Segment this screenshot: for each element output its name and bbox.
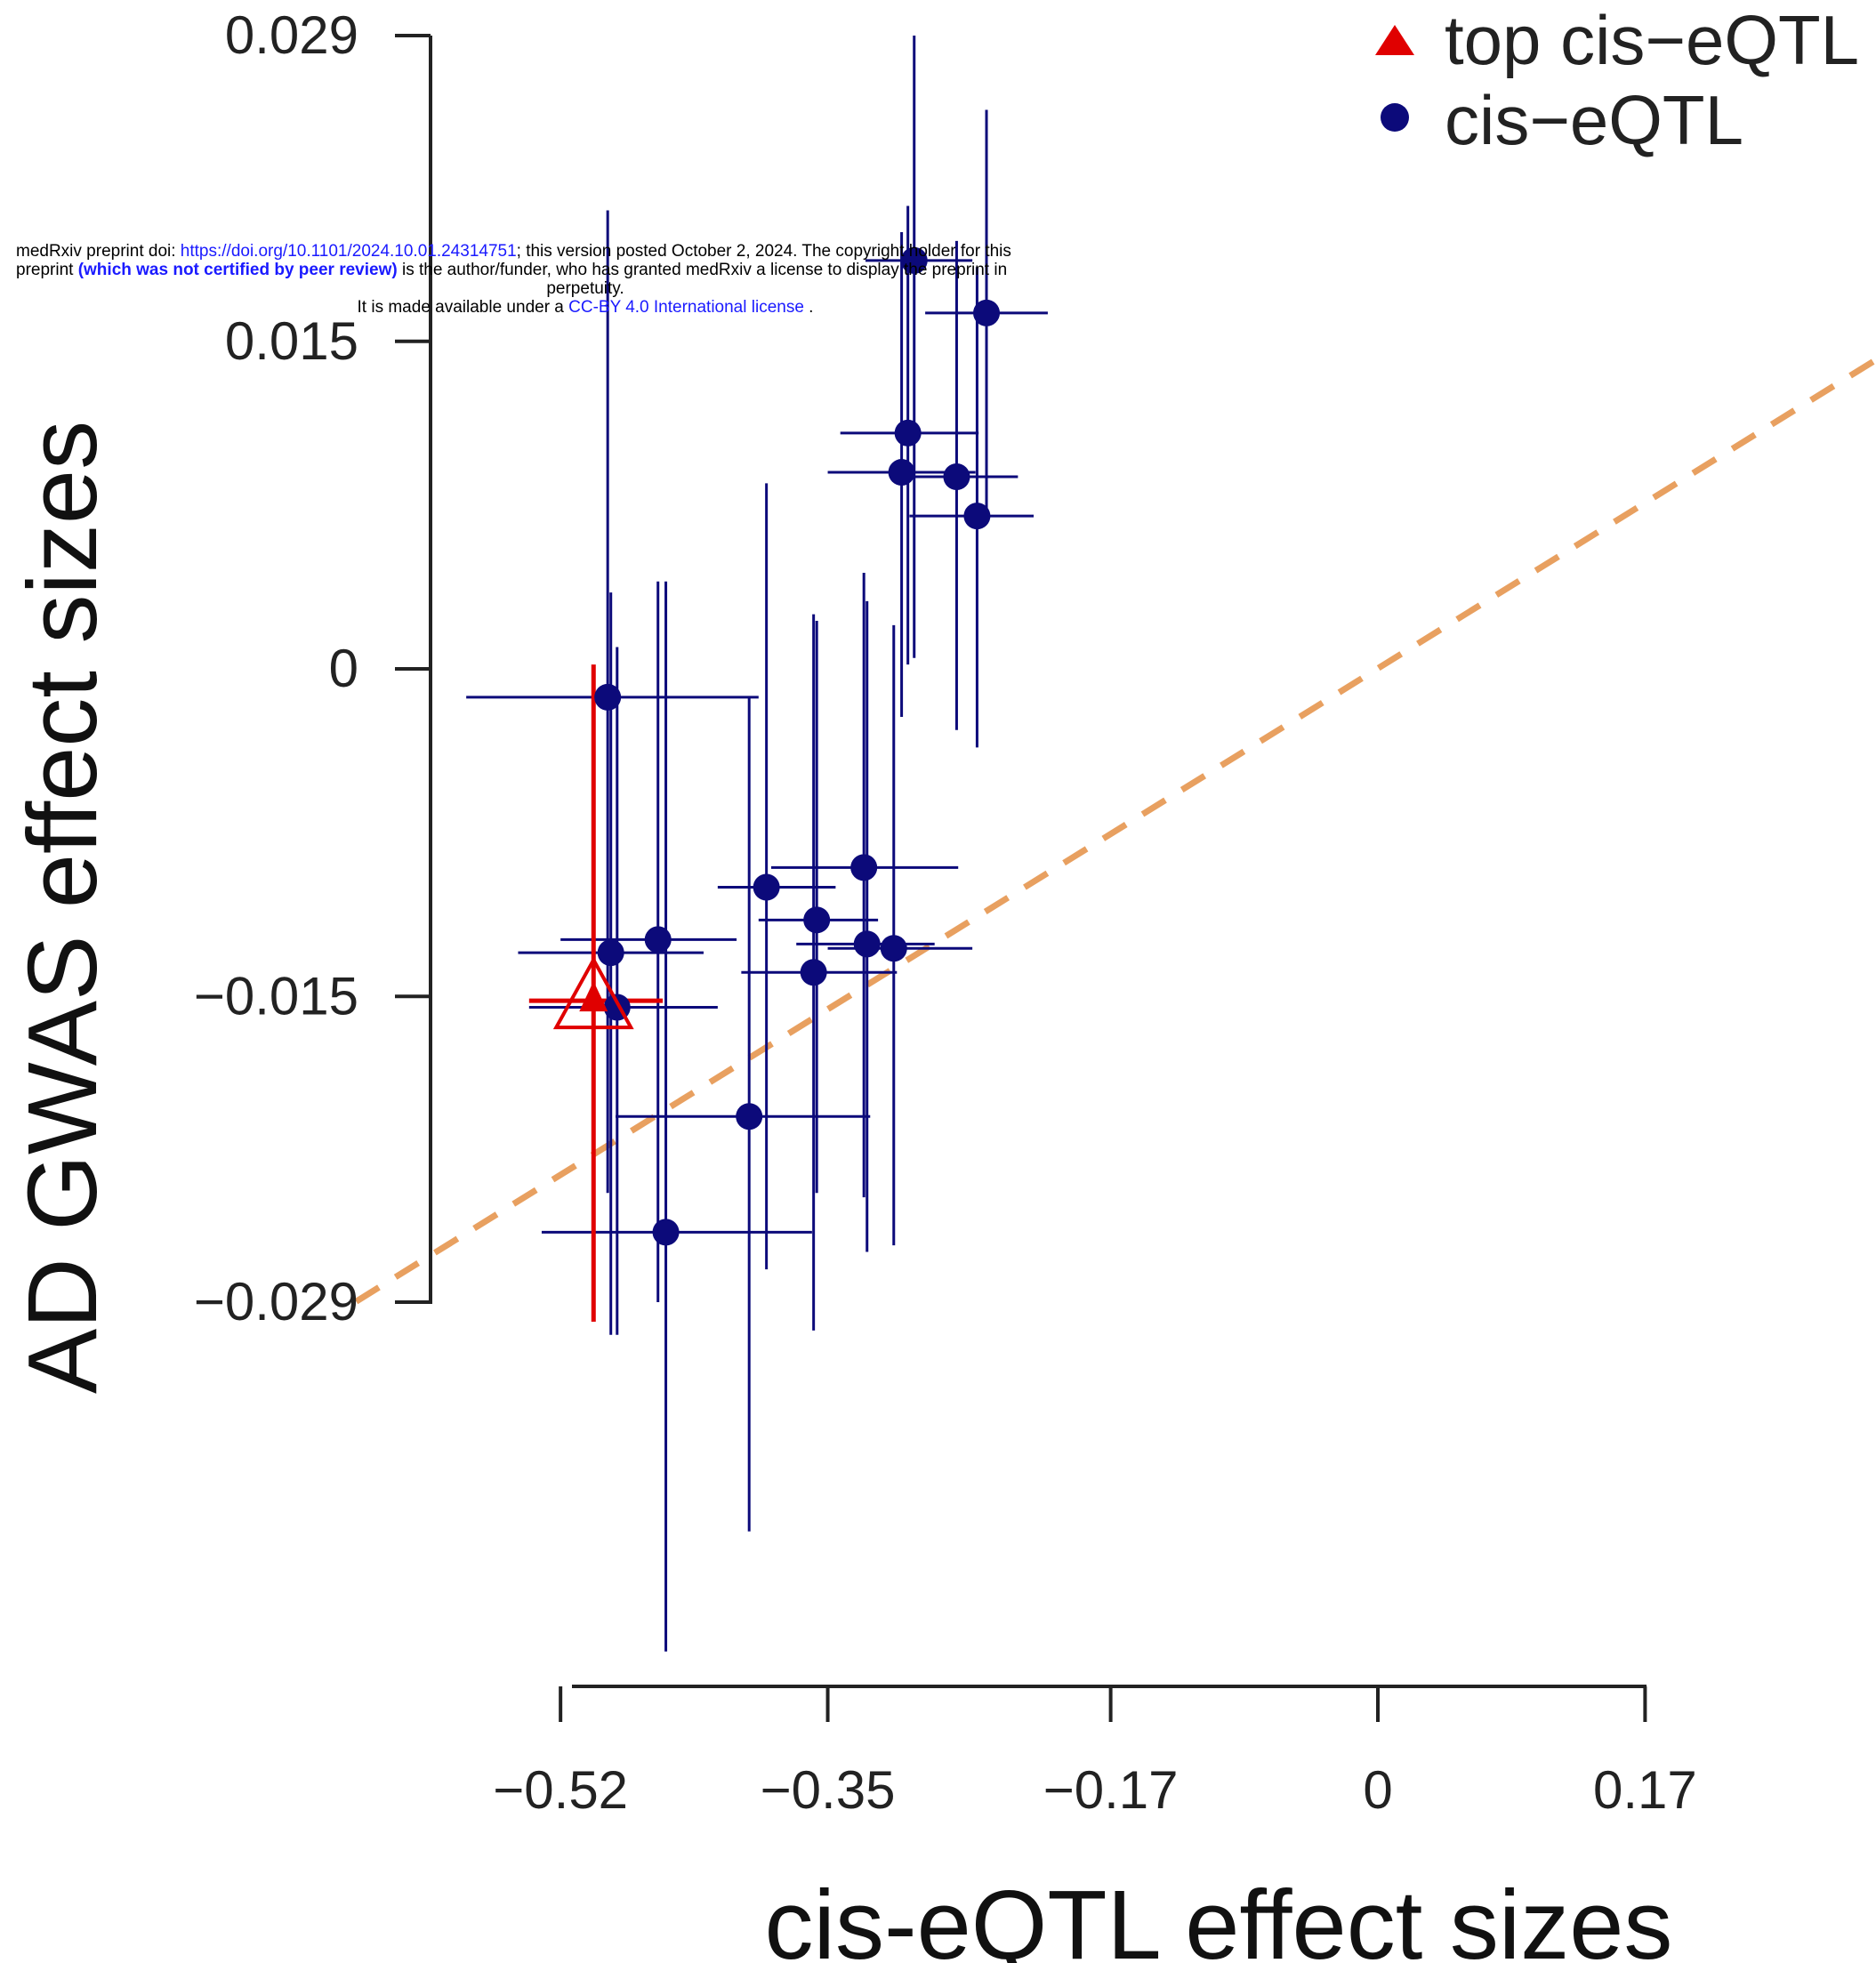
- eqtl-point: [803, 906, 831, 934]
- banner-line-perpetuity: perpetuity.: [546, 279, 624, 298]
- y-axis-title: AD GWAS effect sizes: [8, 421, 117, 1394]
- eqtl-point: [853, 930, 881, 958]
- y-tick-label: −0.015: [194, 966, 358, 1026]
- x-tick-label: 0.17: [1593, 1760, 1697, 1820]
- eqtl-point: [894, 419, 922, 447]
- eqtl-point: [900, 246, 928, 274]
- banner-line-doi: medRxiv preprint doi: https://doi.org/10…: [16, 242, 1011, 261]
- banner-line-cc: It is made available under a CC-BY 4.0 I…: [357, 298, 814, 317]
- y-tick-label: −0.029: [194, 1272, 358, 1331]
- x-tick-label: 0: [1363, 1760, 1392, 1820]
- preprint-banner: medRxiv preprint doi: https://doi.org/10…: [16, 242, 1155, 317]
- legend-label-top-cis-eqtl: top cis−eQTL: [1445, 1, 1859, 79]
- x-axis-title: cis-eQTL effect sizes: [765, 1870, 1673, 1963]
- doi-link[interactable]: https://doi.org/10.1101/2024.10.01.24314…: [180, 242, 517, 261]
- eqtl-point: [943, 463, 970, 490]
- eqtl-point: [753, 873, 780, 901]
- legend-circle-marker: [1381, 103, 1409, 132]
- y-tick-label: 0.029: [225, 5, 358, 65]
- eqtl-point: [736, 1103, 763, 1130]
- eqtl-point: [850, 854, 878, 881]
- eqtl-point: [880, 935, 907, 962]
- cc-license-link[interactable]: CC-BY 4.0 International license: [568, 298, 804, 317]
- eqtl-point: [597, 939, 624, 967]
- eqtl-point: [652, 1219, 680, 1246]
- eqtl-point: [800, 959, 827, 986]
- legend-label-cis-eqtl: cis−eQTL: [1445, 81, 1743, 159]
- top-eqtl-triangle-outline: [552, 956, 634, 1030]
- x-tick-label: −0.52: [493, 1760, 628, 1820]
- x-tick-label: −0.17: [1043, 1760, 1179, 1820]
- eqtl-point: [963, 503, 991, 530]
- x-tick-label: −0.35: [761, 1760, 896, 1820]
- banner-line-license: preprint (which was not certified by pee…: [16, 261, 1008, 279]
- eqtl-point: [888, 459, 915, 487]
- eqtl-point: [594, 683, 622, 711]
- eqtl-point: [973, 299, 1001, 326]
- regression-fit-line: [354, 356, 1876, 1305]
- y-axis: 0.029 0.015 0 −0.015 −0.029: [194, 5, 432, 1331]
- x-axis: −0.52 −0.35 −0.17 0 0.17: [493, 1685, 1697, 1820]
- legend: top cis−eQTL cis−eQTL: [1375, 1, 1859, 159]
- eqtl-point: [644, 926, 672, 953]
- y-tick-label: 0.015: [225, 311, 358, 371]
- top-eqtl-triangle-point: [579, 981, 608, 1012]
- legend-triangle-marker: [1375, 25, 1414, 55]
- peer-review-note[interactable]: (which was not certified by peer review): [77, 261, 398, 279]
- y-tick-label: 0: [329, 639, 358, 698]
